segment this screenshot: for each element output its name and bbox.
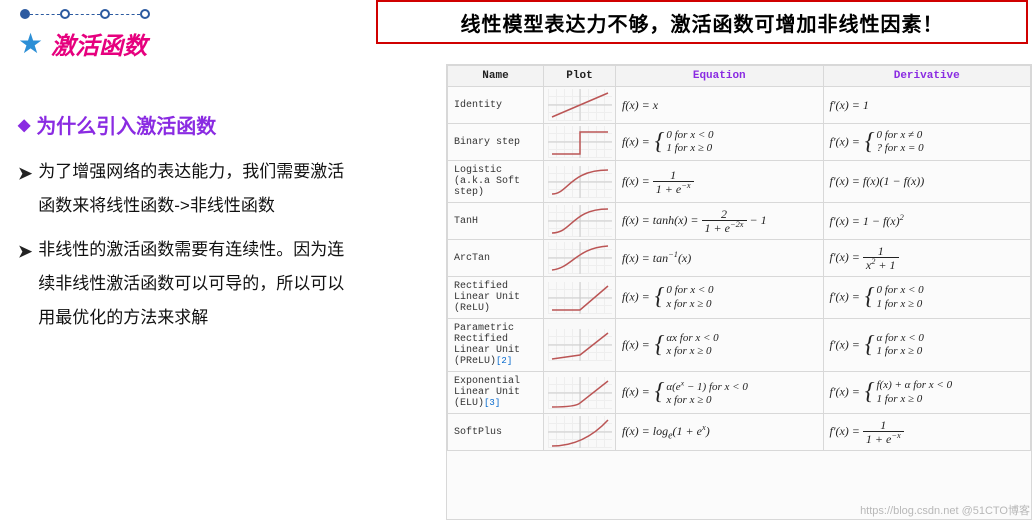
plot-thumbnail: [548, 205, 612, 237]
fn-plot: [544, 203, 616, 240]
left-content: ◆ 为什么引入激活函数 ➤为了增强网络的表达能力，我们需要激活函数来将线性函数-…: [18, 110, 358, 345]
activation-table: Name Plot Equation Derivative Identity f(…: [446, 64, 1032, 520]
fn-name: SoftPlus: [448, 414, 544, 451]
plot-thumbnail: [548, 89, 612, 121]
fn-name: Exponential Linear Unit (ELU)[3]: [448, 372, 544, 414]
progress-timeline: [20, 8, 150, 20]
col-plot: Plot: [544, 66, 616, 87]
fn-name: ArcTan: [448, 240, 544, 277]
plot-thumbnail: [548, 126, 612, 158]
chevron-icon: ➤: [18, 155, 32, 223]
diamond-icon: ◆: [18, 115, 30, 135]
fn-equation: f(x) = {0 for x < 0x for x ≥ 0: [616, 277, 824, 319]
table-row: Parametric Rectified Linear Unit (PReLU)…: [448, 319, 1031, 372]
fn-derivative: f′(x) = {0 for x < 01 for x ≥ 0: [823, 277, 1031, 319]
fn-plot: [544, 240, 616, 277]
col-derivative: Derivative: [823, 66, 1031, 87]
fn-derivative: f′(x) = {α for x < 01 for x ≥ 0: [823, 319, 1031, 372]
bullet-list: ➤为了增强网络的表达能力，我们需要激活函数来将线性函数->非线性函数➤非线性的激…: [18, 155, 358, 335]
fn-plot: [544, 161, 616, 203]
bullet-text: 为了增强网络的表达能力，我们需要激活函数来将线性函数->非线性函数: [38, 155, 358, 223]
section-title: ★ 激活函数: [18, 26, 147, 61]
plot-thumbnail: [548, 242, 612, 274]
ref-link[interactable]: [2]: [496, 356, 512, 366]
fn-equation: f(x) = loge(1 + ex): [616, 414, 824, 451]
fn-derivative: f′(x) = 11 + e−x: [823, 414, 1031, 451]
banner-callout: 线性模型表达力不够，激活函数可增加非线性因素！: [376, 0, 1028, 44]
fn-equation: f(x) = tan−1(x): [616, 240, 824, 277]
subheading: ◆ 为什么引入激活函数: [18, 110, 358, 139]
plot-thumbnail: [548, 166, 612, 198]
fn-name: Logistic (a.k.a Soft step): [448, 161, 544, 203]
section-title-text: 激活函数: [51, 26, 147, 61]
fn-plot: [544, 414, 616, 451]
table-row: SoftPlus f(x) = loge(1 + ex)f′(x) = 11 + …: [448, 414, 1031, 451]
fn-equation: f(x) = x: [616, 87, 824, 124]
fn-name: Binary step: [448, 124, 544, 161]
fn-name: TanH: [448, 203, 544, 240]
plot-thumbnail: [548, 282, 612, 314]
fn-derivative: f′(x) = 1: [823, 87, 1031, 124]
col-name: Name: [448, 66, 544, 87]
bullet-item: ➤为了增强网络的表达能力，我们需要激活函数来将线性函数->非线性函数: [18, 155, 358, 223]
plot-thumbnail: [548, 329, 612, 361]
plot-thumbnail: [548, 416, 612, 448]
fn-derivative: f′(x) = 1x2 + 1: [823, 240, 1031, 277]
watermark: https://blog.csdn.net @51CTO博客: [860, 502, 1030, 518]
table-row: Logistic (a.k.a Soft step) f(x) = 11 + e−…: [448, 161, 1031, 203]
table-row: Exponential Linear Unit (ELU)[3] f(x) = {…: [448, 372, 1031, 414]
fn-derivative: f′(x) = {f(x) + α for x < 0 1 for x ≥ 0: [823, 372, 1031, 414]
fn-equation: f(x) = 11 + e−x: [616, 161, 824, 203]
ref-link[interactable]: [3]: [484, 398, 500, 408]
fn-equation: f(x) = {0 for x < 01 for x ≥ 0: [616, 124, 824, 161]
table-row: Rectified Linear Unit (ReLU) f(x) = {0 fo…: [448, 277, 1031, 319]
bullet-text: 非线性的激活函数需要有连续性。因为连续非线性激活函数可以可导的，所以可以用最优化…: [38, 233, 358, 335]
table-row: ArcTan f(x) = tan−1(x)f′(x) = 1x2 + 1: [448, 240, 1031, 277]
fn-plot: [544, 87, 616, 124]
fn-name: Rectified Linear Unit (ReLU): [448, 277, 544, 319]
bullet-item: ➤非线性的激活函数需要有连续性。因为连续非线性激活函数可以可导的，所以可以用最优…: [18, 233, 358, 335]
fn-plot: [544, 124, 616, 161]
fn-derivative: f′(x) = {0 for x ≠ 0? for x = 0: [823, 124, 1031, 161]
fn-plot: [544, 372, 616, 414]
subheading-text: 为什么引入激活函数: [36, 110, 216, 139]
fn-derivative: f′(x) = f(x)(1 − f(x)): [823, 161, 1031, 203]
fn-equation: f(x) = tanh(x) = 21 + e−2x − 1: [616, 203, 824, 240]
table-row: TanH f(x) = tanh(x) = 21 + e−2x − 1f′(x) …: [448, 203, 1031, 240]
fn-derivative: f′(x) = 1 − f(x)2: [823, 203, 1031, 240]
chevron-icon: ➤: [18, 233, 32, 335]
fn-plot: [544, 319, 616, 372]
star-icon: ★: [18, 27, 43, 60]
fn-name: Parametric Rectified Linear Unit (PReLU)…: [448, 319, 544, 372]
col-equation: Equation: [616, 66, 824, 87]
banner-text: 线性模型表达力不够，激活函数可增加非线性因素！: [461, 8, 944, 37]
fn-equation: f(x) = {αx for x < 0 x for x ≥ 0: [616, 319, 824, 372]
fn-name: Identity: [448, 87, 544, 124]
fn-equation: f(x) = {α(ex − 1) for x < 0 x for x ≥ 0: [616, 372, 824, 414]
table-row: Binary step f(x) = {0 for x < 01 for x ≥ …: [448, 124, 1031, 161]
plot-thumbnail: [548, 377, 612, 409]
table-row: Identity f(x) = xf′(x) = 1: [448, 87, 1031, 124]
fn-plot: [544, 277, 616, 319]
